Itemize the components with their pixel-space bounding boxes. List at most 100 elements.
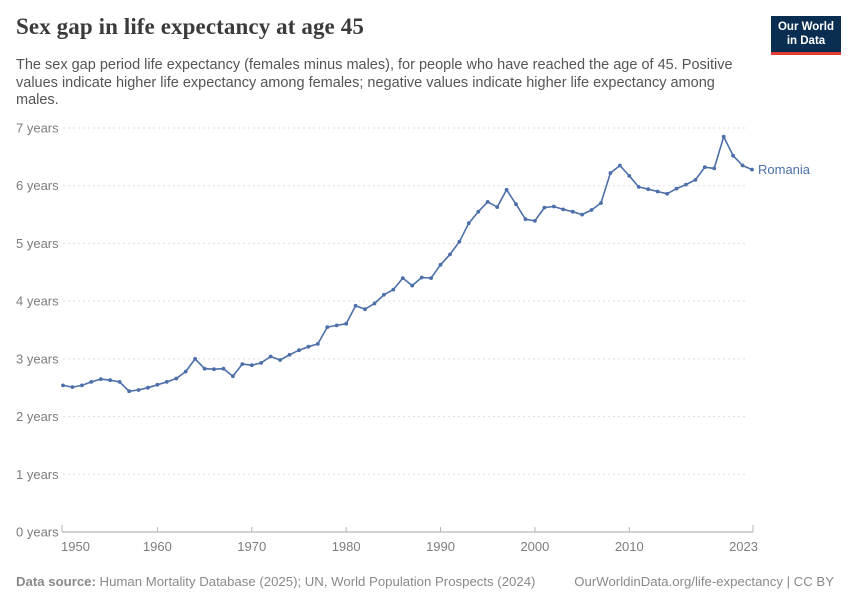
- x-axis-tick-label: 1960: [143, 539, 172, 554]
- data-point: [240, 362, 245, 366]
- data-point: [627, 174, 632, 178]
- data-point: [268, 354, 273, 359]
- owid-logo-line1: Our World: [777, 21, 834, 33]
- data-point: [372, 301, 377, 306]
- data-point: [306, 344, 311, 349]
- data-point: [212, 367, 216, 372]
- data-point: [363, 307, 367, 312]
- data-point: [297, 348, 301, 353]
- data-point: [183, 369, 188, 374]
- data-point: [146, 385, 150, 390]
- data-point: [438, 262, 443, 267]
- data-point: [655, 189, 660, 194]
- x-axis-tick-label: 2023: [729, 539, 758, 554]
- data-point: [391, 287, 396, 292]
- data-point: [495, 205, 500, 210]
- data-point: [164, 380, 169, 384]
- data-point: [448, 252, 452, 257]
- x-axis-tick-label: 1970: [237, 539, 266, 554]
- owid-link[interactable]: OurWorldinData.org/life-expectancy | CC …: [574, 574, 834, 589]
- data-point: [533, 219, 537, 223]
- data-point: [608, 171, 613, 175]
- data-point: [344, 321, 349, 326]
- x-axis-tick-label: 1980: [332, 539, 361, 554]
- chart-footer: Data source: Human Mortality Database (2…: [16, 574, 834, 589]
- data-point: [70, 385, 75, 389]
- data-point: [221, 366, 226, 371]
- data-point: [674, 186, 679, 191]
- data-point: [514, 202, 518, 207]
- data-point: [561, 207, 566, 212]
- data-point: [599, 201, 603, 205]
- y-axis-tick-label: 7 years: [16, 121, 59, 136]
- data-point: [476, 209, 481, 214]
- owid-logo-line2: in Data: [786, 35, 826, 48]
- x-axis-tick-label: 2010: [615, 539, 644, 554]
- data-source-note: Data source: Human Mortality Database (2…: [16, 574, 535, 589]
- data-point: [693, 178, 698, 182]
- series-label-romania[interactable]: Romania: [758, 162, 811, 177]
- data-point: [740, 163, 745, 168]
- data-point: [589, 208, 594, 212]
- data-point: [702, 165, 707, 170]
- data-point: [353, 303, 358, 308]
- data-point: [98, 377, 103, 381]
- data-source-text: Human Mortality Database (2025); UN, Wor…: [95, 574, 536, 589]
- data-point: [249, 363, 254, 368]
- data-point: [117, 380, 122, 384]
- data-point: [325, 325, 330, 329]
- y-axis-tick-label: 1 years: [16, 467, 59, 482]
- data-point: [731, 153, 735, 158]
- data-point: [618, 163, 622, 168]
- data-point: [193, 357, 198, 361]
- page-title: Sex gap in life expectancy at age 45: [16, 14, 364, 39]
- data-point: [636, 185, 641, 189]
- data-point: [570, 209, 575, 214]
- data-point: [429, 276, 433, 280]
- data-point: [315, 342, 320, 346]
- data-point: [646, 187, 651, 192]
- data-point: [580, 212, 584, 217]
- chart-subtitle: The sex gap period life expectancy (fema…: [16, 57, 733, 109]
- data-point: [108, 378, 113, 383]
- y-axis-tick-label: 6 years: [16, 178, 59, 193]
- data-point: [712, 166, 717, 171]
- data-point: [382, 292, 386, 297]
- data-point: [127, 389, 131, 394]
- data-point: [202, 366, 207, 371]
- data-point: [334, 323, 339, 328]
- data-point: [485, 200, 490, 204]
- data-point: [61, 383, 65, 388]
- data-point: [750, 167, 754, 172]
- data-point: [542, 205, 547, 210]
- data-point: [80, 383, 84, 388]
- y-axis-tick-label: 4 years: [16, 294, 59, 309]
- y-axis-tick-label: 2 years: [16, 409, 59, 424]
- series-line-romania: [62, 135, 753, 393]
- data-point: [136, 388, 141, 392]
- data-point: [721, 134, 726, 139]
- data-point: [551, 204, 556, 209]
- owid-logo[interactable]: Our World in Data: [771, 16, 841, 55]
- data-point: [523, 217, 528, 222]
- data-point: [231, 374, 235, 379]
- data-point: [684, 182, 688, 187]
- data-point: [504, 187, 509, 192]
- data-point: [155, 382, 160, 387]
- x-axis-tick-label: 2000: [520, 539, 549, 554]
- data-source-label: Data source:: [16, 574, 96, 589]
- y-axis-tick-label: 0 years: [16, 525, 59, 540]
- x-axis-tick-label: 1990: [426, 539, 455, 554]
- y-axis-tick-label: 3 years: [16, 351, 59, 366]
- data-point: [278, 358, 282, 362]
- data-point: [259, 361, 264, 365]
- data-point: [419, 275, 424, 280]
- data-point: [457, 239, 462, 244]
- y-axis-tick-label: 5 years: [16, 236, 59, 251]
- data-point: [466, 221, 471, 226]
- data-point: [410, 283, 415, 288]
- data-point: [400, 276, 405, 280]
- x-axis-tick-label: 1950: [61, 539, 90, 554]
